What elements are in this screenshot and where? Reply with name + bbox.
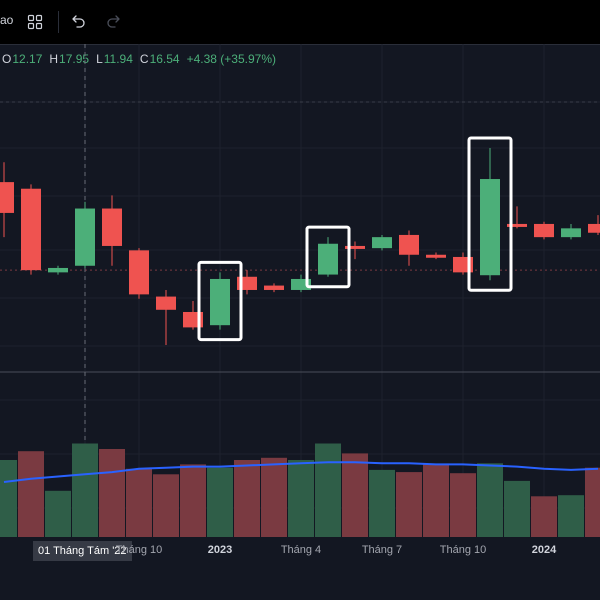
candle — [48, 265, 68, 275]
candle-body — [264, 285, 284, 290]
candle — [264, 283, 284, 293]
candle — [345, 241, 365, 260]
volume-bar — [99, 449, 125, 537]
high-label: H — [49, 52, 59, 66]
volume-bar — [315, 443, 341, 537]
time-axis-label: Tháng 10 — [115, 544, 163, 556]
candle — [21, 184, 41, 275]
candles-layer — [0, 148, 600, 345]
volume-bar — [558, 495, 584, 537]
candle — [318, 237, 338, 277]
grid-layout-icon — [27, 14, 43, 30]
volume-bar — [288, 460, 314, 537]
toolbar-divider — [58, 11, 59, 33]
volume-bar — [504, 480, 530, 537]
volume-bar — [477, 463, 503, 537]
candle-body — [534, 223, 554, 238]
volume-bar — [261, 457, 287, 537]
layout-button[interactable] — [21, 8, 49, 36]
volume-bar — [342, 453, 368, 537]
close-label: C — [139, 52, 149, 66]
candle-body — [561, 228, 581, 238]
time-axis-label: Tháng 7 — [361, 544, 403, 556]
candle — [291, 274, 311, 293]
volume-bar — [207, 467, 233, 537]
highlight-box — [305, 225, 351, 289]
volume-bar — [423, 464, 449, 537]
candle — [588, 215, 600, 235]
volume-bar — [396, 472, 422, 537]
candle-body — [102, 208, 122, 246]
highlight-box — [197, 260, 243, 342]
candle-body — [48, 267, 68, 273]
candle — [129, 248, 149, 299]
candle-body — [75, 208, 95, 266]
volume-bar — [369, 469, 395, 537]
volume-bar — [126, 468, 152, 537]
candle-body — [399, 234, 419, 255]
change-value: +4.38 (+35.97%) — [186, 52, 277, 66]
candle-body — [588, 223, 600, 233]
volume-bar — [234, 460, 260, 537]
candle-body — [21, 188, 41, 271]
candle-body — [0, 182, 14, 213]
volume-bar — [18, 451, 44, 537]
open-value: 12.17 — [12, 52, 43, 66]
candle-body — [426, 254, 446, 258]
candle-body — [372, 237, 392, 249]
redo-button[interactable] — [100, 8, 128, 36]
candle — [75, 201, 95, 268]
volume-pane — [0, 443, 600, 537]
time-axis-label: 2024 — [531, 544, 557, 556]
toolbar-symbol-text[interactable]: ao — [0, 13, 14, 27]
candle — [480, 148, 500, 281]
high-value: 17.95 — [59, 52, 90, 66]
candle-body — [318, 243, 338, 275]
candle — [426, 252, 446, 260]
undo-icon — [72, 15, 85, 28]
volume-bar — [0, 460, 17, 537]
redo-icon — [107, 15, 120, 28]
candle — [156, 289, 176, 345]
volume-bar — [180, 464, 206, 537]
volume-bar — [450, 473, 476, 537]
volume-bar — [45, 490, 71, 537]
candle — [102, 195, 122, 266]
candle — [210, 272, 230, 330]
close-value: 16.54 — [149, 52, 180, 66]
candle-body — [156, 296, 176, 310]
candle — [372, 234, 392, 251]
candle — [534, 221, 554, 240]
candle — [399, 230, 419, 266]
low-value: 11.94 — [103, 52, 133, 66]
candle-body — [129, 250, 149, 295]
candle — [507, 206, 527, 229]
volume-bar — [72, 443, 98, 537]
volume-bar — [585, 467, 600, 537]
crosshair-time-label: 01 Tháng Tám '22 — [33, 541, 132, 561]
candle — [561, 223, 581, 240]
highlight-boxes — [197, 136, 513, 342]
volume-moving-average-line — [3, 461, 599, 483]
low-label: L — [96, 52, 103, 66]
open-label: O — [2, 52, 12, 66]
candle-body — [480, 179, 500, 276]
undo-button[interactable] — [64, 8, 92, 36]
volume-bar — [153, 474, 179, 537]
time-axis-label: Tháng 10 — [439, 544, 487, 556]
candle-body — [291, 278, 311, 290]
candle-body — [345, 245, 365, 249]
candle-body — [210, 278, 230, 326]
top-toolbar: ao — [0, 0, 600, 45]
candle-body — [507, 223, 527, 227]
highlight-box — [467, 136, 513, 292]
time-axis-label: 2023 — [207, 544, 233, 556]
ohlc-legend: O12.17 H17.95 L11.94 C16.54 +4.38 (+35.97%) — [2, 52, 276, 66]
candle — [0, 162, 14, 238]
volume-bar — [531, 496, 557, 537]
time-axis-label: Tháng 4 — [280, 544, 322, 556]
